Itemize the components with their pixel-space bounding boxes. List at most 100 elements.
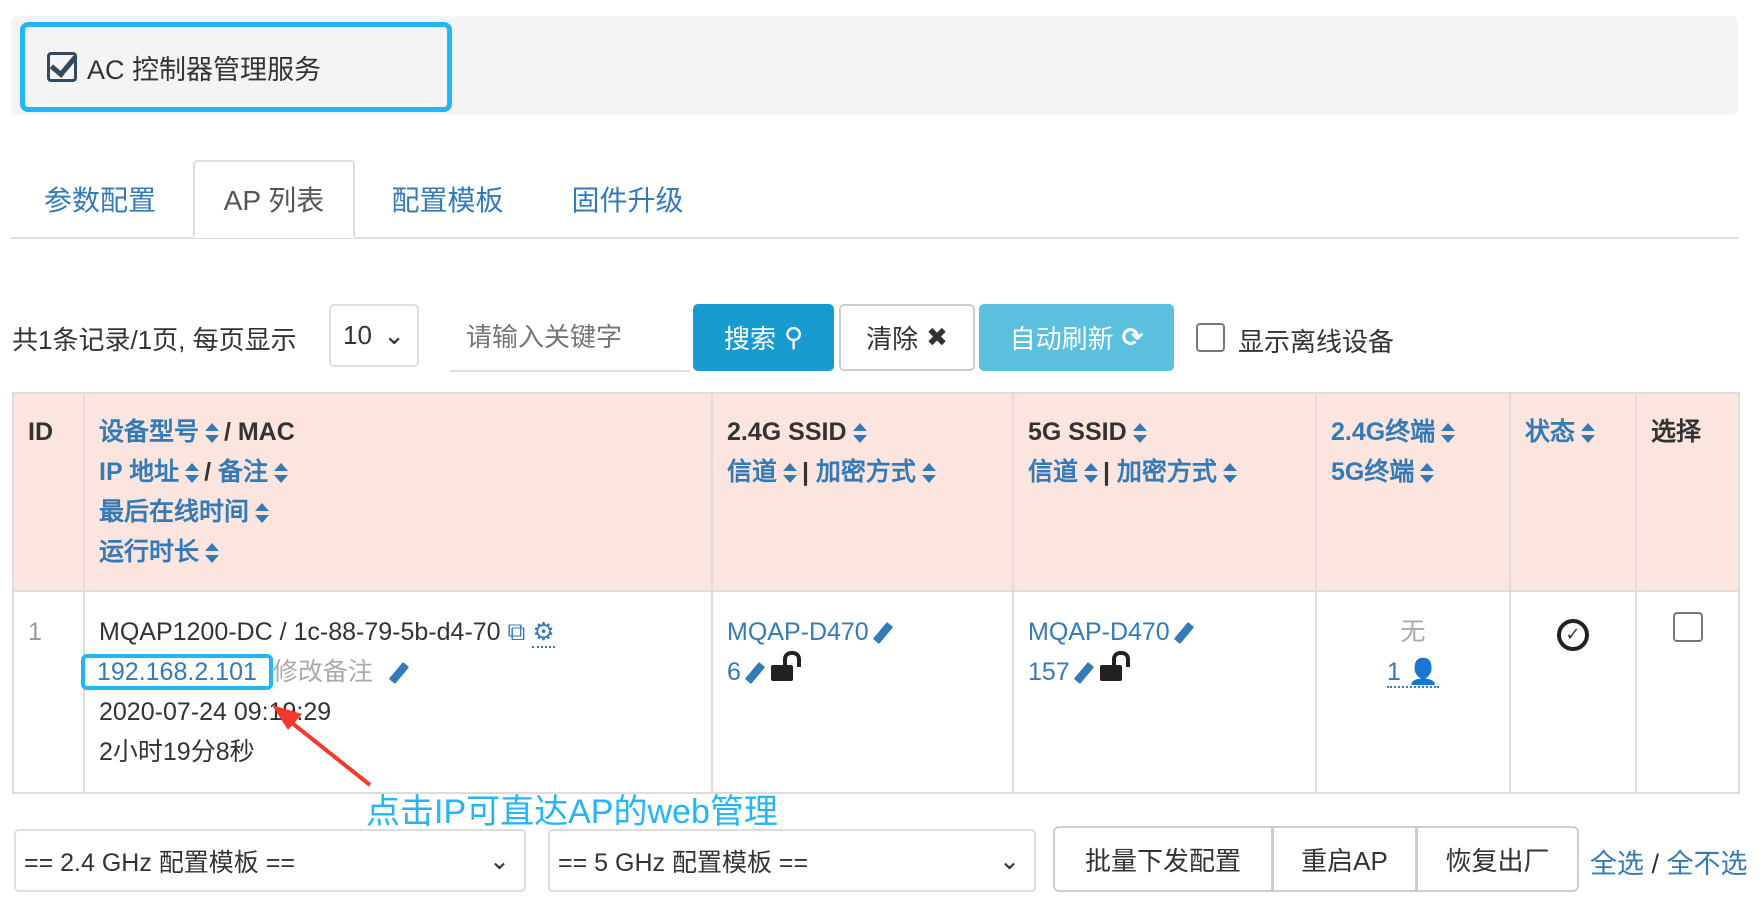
tpl24-value: == 2.4 GHz 配置模板 == (24, 848, 295, 877)
sort-ssid24[interactable]: 2.4G SSID (727, 418, 847, 446)
chevron-down-icon: ⌄ (999, 846, 1020, 875)
select-all-link[interactable]: 全选 (1590, 849, 1644, 879)
sort-term24[interactable]: 2.4G终端 (1331, 418, 1436, 446)
sort-ip[interactable]: IP 地址 (99, 458, 180, 486)
sort-status[interactable]: 状态 (1525, 418, 1576, 446)
term24-value: 无 (1400, 618, 1426, 646)
show-offline-label: 显示离线设备 (1238, 327, 1395, 357)
ip-link[interactable]: 192.168.2.101 (81, 654, 273, 690)
ap-table: ID 设备型号 / MAC IP 地址 / 备注 最后在线时间 运行时长 2.4… (12, 392, 1740, 794)
last-online: 2020-07-24 09:19:29 (99, 698, 332, 726)
pencil-icon[interactable] (1173, 622, 1194, 645)
sort-channel24[interactable]: 信道 (727, 458, 778, 486)
search-button[interactable]: 搜索 ⚲ (693, 304, 834, 371)
chevron-down-icon: ⌄ (383, 320, 405, 350)
check-circle-icon: ✓ (1557, 619, 1589, 651)
tpl5-value: == 5 GHz 配置模板 == (558, 848, 809, 877)
col-device: 设备型号 / MAC IP 地址 / 备注 最后在线时间 运行时长 (83, 392, 713, 592)
sort-uptime[interactable]: 运行时长 (99, 538, 200, 566)
tab-templates[interactable]: 配置模板 (391, 185, 504, 216)
device-cell: MQAP1200-DC / 1c-88-79-5b-d4-70 ⧉ ⚙ 192.… (81, 590, 713, 794)
sort-ssid5[interactable]: 5G SSID (1028, 418, 1127, 446)
uptime: 2小时19分8秒 (99, 738, 255, 766)
sort-icon (205, 423, 220, 444)
ssid24-cell: MQAP-D470 6 (711, 590, 1014, 794)
term5-link[interactable]: 1 👤 (1387, 658, 1439, 688)
select-links: 全选 / 全不选 (1590, 842, 1748, 881)
channel24[interactable]: 6 (727, 658, 741, 686)
unlock-icon[interactable] (1099, 651, 1130, 682)
sort-icon (921, 463, 936, 484)
page-size-value: 10 (343, 320, 372, 350)
tab-ap-list[interactable]: AP 列表 (193, 160, 355, 238)
sort-icon (185, 463, 200, 484)
sort-icon (1420, 463, 1435, 484)
channel5[interactable]: 157 (1028, 658, 1070, 686)
arrow-annotation-icon (272, 705, 372, 787)
search-label: 搜索 (723, 324, 776, 354)
pencil-icon[interactable] (1073, 662, 1094, 685)
factory-reset-button[interactable]: 恢复出厂 (1416, 826, 1579, 892)
ssid24-link[interactable]: MQAP-D470 (727, 618, 869, 646)
col-terminals: 2.4G终端 5G终端 (1315, 392, 1511, 592)
sort-enc5[interactable]: 加密方式 (1116, 458, 1217, 486)
table-row: 1 MQAP1200-DC / 1c-88-79-5b-d4-70 ⧉ ⚙ 19… (12, 590, 1740, 794)
sort-remark[interactable]: 备注 (217, 458, 268, 486)
mac-header: / MAC (223, 418, 295, 446)
terminals-cell: 无 1 👤 (1315, 590, 1511, 794)
user-icon: 👤 (1407, 658, 1439, 686)
unlock-icon[interactable] (770, 651, 801, 682)
gear-icon[interactable]: ⚙ (532, 618, 555, 648)
col-select: 选择 (1635, 392, 1740, 592)
ssid5-cell: MQAP-D470 157 (1012, 590, 1317, 794)
pencil-icon[interactable] (388, 662, 410, 685)
template-24-select[interactable]: == 2.4 GHz 配置模板 == ⌄ (14, 829, 526, 892)
search-input[interactable] (450, 304, 690, 372)
copy-icon[interactable]: ⧉ (507, 618, 526, 646)
col-id: ID (12, 392, 85, 592)
tab-firmware[interactable]: 固件升级 (571, 185, 684, 216)
sort-channel5[interactable]: 信道 (1028, 458, 1079, 486)
reboot-ap-button[interactable]: 重启AP (1272, 826, 1417, 892)
sort-model[interactable]: 设备型号 (99, 418, 200, 446)
show-offline-checkbox[interactable] (1196, 323, 1225, 352)
model-mac: MQAP1200-DC / 1c-88-79-5b-d4-70 (99, 618, 501, 646)
table-header: ID 设备型号 / MAC IP 地址 / 备注 最后在线时间 运行时长 2.4… (12, 392, 1740, 592)
service-toggle[interactable]: AC 控制器管理服务 (20, 22, 452, 112)
template-5-select[interactable]: == 5 GHz 配置模板 == ⌄ (548, 829, 1036, 892)
term5-value: 1 (1387, 658, 1401, 686)
sort-enc24[interactable]: 加密方式 (815, 458, 916, 486)
sort-last-online[interactable]: 最后在线时间 (99, 498, 250, 526)
separator: / (1651, 849, 1660, 879)
select-none-link[interactable]: 全不选 (1666, 849, 1748, 879)
sort-icon (205, 543, 220, 564)
sort-icon (255, 503, 270, 524)
sort-icon (273, 463, 288, 484)
pencil-icon[interactable] (744, 662, 766, 685)
sort-icon (1132, 423, 1147, 444)
refresh-icon: ⟳ (1121, 322, 1144, 352)
sort-icon (1581, 423, 1596, 444)
sort-term5[interactable]: 5G终端 (1331, 458, 1415, 486)
record-summary: 共1条记录/1页, 每页显示 (12, 325, 297, 355)
batch-config-button[interactable]: 批量下发配置 (1053, 826, 1273, 892)
service-label: AC 控制器管理服务 (87, 54, 322, 85)
checkbox-checked-icon[interactable] (47, 52, 77, 82)
row-id: 1 (12, 590, 85, 794)
sort-icon (852, 423, 867, 444)
col-status: 状态 (1509, 392, 1637, 592)
clear-button[interactable]: 清除 ✖ (839, 304, 975, 371)
page-size-select[interactable]: 10 ⌄ (329, 304, 419, 367)
ssid5-link[interactable]: MQAP-D470 (1028, 618, 1170, 646)
auto-refresh-button[interactable]: 自动刷新 ⟳ (979, 304, 1174, 371)
row-checkbox[interactable] (1672, 612, 1703, 642)
clear-label: 清除 (866, 324, 919, 354)
col-ssid24: 2.4G SSID 信道 | 加密方式 (711, 392, 1014, 592)
tab-params[interactable]: 参数配置 (43, 185, 156, 216)
status-cell: ✓ (1509, 590, 1637, 794)
edit-remark-link[interactable]: 修改备注 (272, 658, 373, 686)
annotation-text: 点击IP可直达AP的web管理 (366, 793, 778, 831)
pencil-icon[interactable] (872, 622, 893, 645)
chevron-down-icon: ⌄ (489, 846, 510, 875)
sort-icon (1084, 463, 1099, 484)
